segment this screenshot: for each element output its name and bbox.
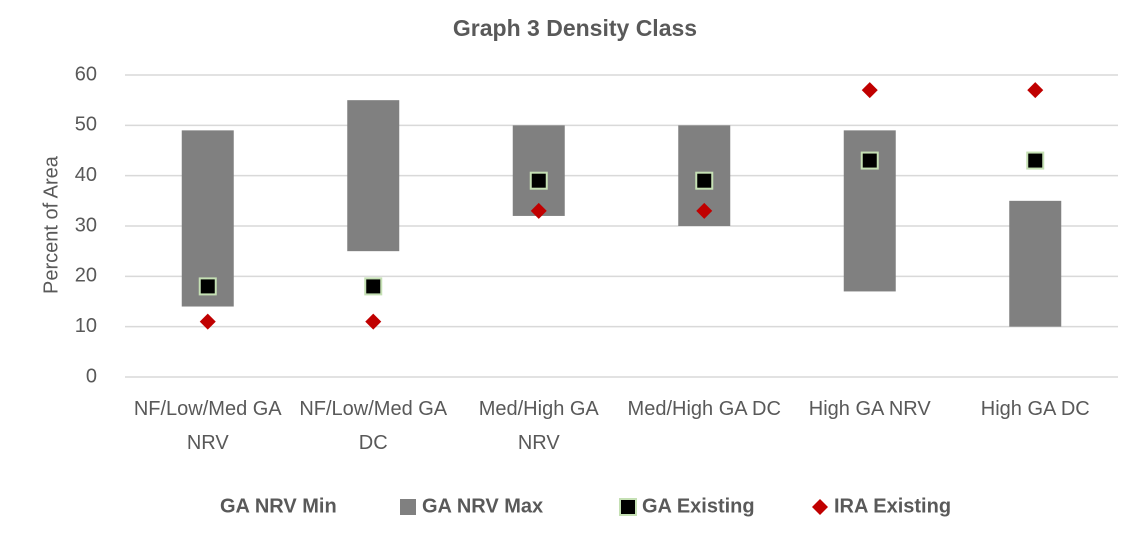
bar bbox=[347, 100, 400, 252]
x-tick-label: Med/High GA NRV bbox=[478, 398, 599, 454]
bar bbox=[1009, 200, 1062, 327]
marker bbox=[1027, 82, 1044, 99]
chart-title: Graph 3 Density Class bbox=[453, 15, 697, 41]
x-tick-label: High GA NRV bbox=[808, 398, 931, 420]
marker bbox=[365, 313, 382, 330]
marker bbox=[364, 277, 383, 296]
y-tick-label: 50 bbox=[75, 114, 97, 136]
bar bbox=[678, 226, 730, 377]
legend-swatch bbox=[812, 499, 828, 515]
x-tick-label: High GA DC bbox=[980, 398, 1090, 420]
bar bbox=[512, 125, 565, 216]
x-tick-label: NF/Low/Med GA NRV bbox=[133, 398, 282, 454]
bar bbox=[181, 130, 234, 307]
x-tick-label: NF/Low/Med GA DC bbox=[299, 398, 448, 454]
marker bbox=[530, 202, 547, 219]
bar bbox=[844, 291, 896, 377]
legend-label: GA NRV Min bbox=[220, 495, 337, 517]
legend-label: IRA Existing bbox=[834, 495, 951, 517]
y-tick-label: 60 bbox=[75, 63, 97, 85]
legend-swatch bbox=[400, 499, 416, 515]
marker bbox=[198, 277, 217, 296]
legend-label: GA NRV Max bbox=[422, 495, 543, 517]
y-tick-label: 40 bbox=[75, 164, 97, 186]
legend-label: GA Existing bbox=[642, 495, 755, 517]
marker bbox=[861, 82, 878, 99]
marker bbox=[529, 171, 548, 190]
y-tick-label: 10 bbox=[75, 315, 97, 337]
x-tick-label: Med/High GA DC bbox=[627, 398, 781, 420]
marker bbox=[695, 171, 714, 190]
y-tick-label: 0 bbox=[86, 365, 97, 387]
marker bbox=[696, 202, 713, 219]
marker bbox=[199, 313, 216, 330]
bar bbox=[513, 216, 565, 377]
y-tick-label: 30 bbox=[75, 214, 97, 236]
bar bbox=[1009, 327, 1061, 377]
marker bbox=[860, 151, 879, 170]
y-tick-label: 20 bbox=[75, 265, 97, 287]
legend-swatch bbox=[619, 498, 637, 516]
y-axis-label: Percent of Area bbox=[40, 155, 62, 294]
marker bbox=[1026, 151, 1045, 170]
